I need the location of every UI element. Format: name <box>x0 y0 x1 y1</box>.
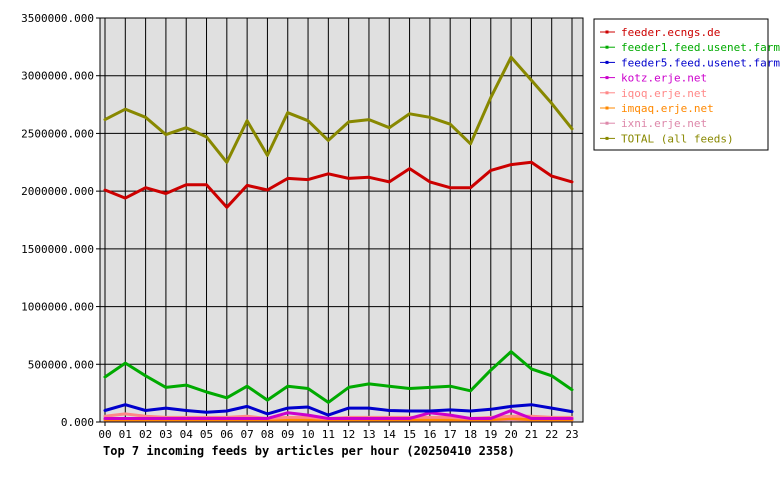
series-line <box>103 403 574 417</box>
y-tick-label: 3000000.000 <box>21 70 94 83</box>
legend-label: feeder.ecngs.de <box>621 26 720 39</box>
x-tick-label: 16 <box>423 428 436 441</box>
legend-marker <box>605 45 609 49</box>
legend-marker <box>605 60 609 64</box>
legend-label: kotz.erje.net <box>621 72 707 85</box>
x-tick-label: 08 <box>261 428 274 441</box>
x-tick-label: 13 <box>362 428 375 441</box>
x-axis-ticks: 00 01 02 03 04 05 06 07 08 09 10 11 12 13 14 15 16 17 18 19… <box>98 422 579 441</box>
legend-label: imqaq.erje.net <box>621 102 714 115</box>
y-tick-label: 3500000.000 <box>21 12 94 25</box>
x-tick-label: 23 <box>565 428 578 441</box>
legend-marker <box>605 91 609 95</box>
legend: feeder.ecngs.de feeder1.feed.usenet.farm f… <box>593 18 780 151</box>
x-tick-label: 01 <box>119 428 132 441</box>
legend-marker <box>605 106 609 110</box>
x-tick-label: 04 <box>180 428 194 441</box>
legend-label: feeder1.feed.usenet.farm <box>621 41 780 54</box>
chart-title: Top 7 incoming feeds by articles per hou… <box>103 444 515 458</box>
y-axis-ticks: 0.000 500000.000 1000000.000 1500000.000 200… <box>21 12 100 429</box>
x-tick-label: 07 <box>241 428 254 441</box>
x-tick-label: 02 <box>139 428 152 441</box>
legend-label: feeder5.feed.usenet.farm <box>621 56 780 69</box>
x-tick-label: 06 <box>220 428 233 441</box>
x-tick-label: 17 <box>444 428 457 441</box>
x-tick-label: 22 <box>545 428 558 441</box>
y-tick-label: 0.000 <box>61 416 94 429</box>
series-line <box>103 350 574 404</box>
series-line <box>103 409 574 420</box>
x-tick-label: 18 <box>464 428 477 441</box>
legend-marker <box>605 76 609 80</box>
legend-marker <box>605 121 609 125</box>
y-tick-label: 2000000.000 <box>21 185 94 198</box>
x-tick-label: 21 <box>525 428 538 441</box>
x-tick-label: 14 <box>383 428 397 441</box>
legend-label: iqoq.erje.net <box>621 87 707 100</box>
legend-marker <box>605 136 609 140</box>
x-tick-label: 12 <box>342 428 355 441</box>
series-lines <box>103 55 574 422</box>
y-tick-label: 1500000.000 <box>21 243 94 256</box>
y-tick-label: 2500000.000 <box>21 127 94 140</box>
y-tick-label: 500000.000 <box>28 358 94 371</box>
legend-marker <box>605 30 609 34</box>
x-tick-label: 11 <box>322 428 335 441</box>
legend-box <box>593 18 769 151</box>
legend-label: ixni.erje.net <box>621 117 707 130</box>
plot-background <box>100 18 583 422</box>
x-tick-label: 19 <box>484 428 497 441</box>
x-tick-label: 20 <box>504 428 517 441</box>
y-tick-label: 1000000.000 <box>21 301 94 314</box>
x-tick-label: 15 <box>403 428 416 441</box>
plot-border <box>99 17 584 423</box>
x-tick-label: 00 <box>98 428 111 441</box>
x-tick-label: 10 <box>301 428 314 441</box>
series-line <box>103 55 574 164</box>
series-line <box>103 160 574 209</box>
x-tick-label: 05 <box>200 428 213 441</box>
legend-label: TOTAL (all feeds) <box>621 132 734 145</box>
x-tick-label: 09 <box>281 428 294 441</box>
x-tick-label: 03 <box>159 428 172 441</box>
